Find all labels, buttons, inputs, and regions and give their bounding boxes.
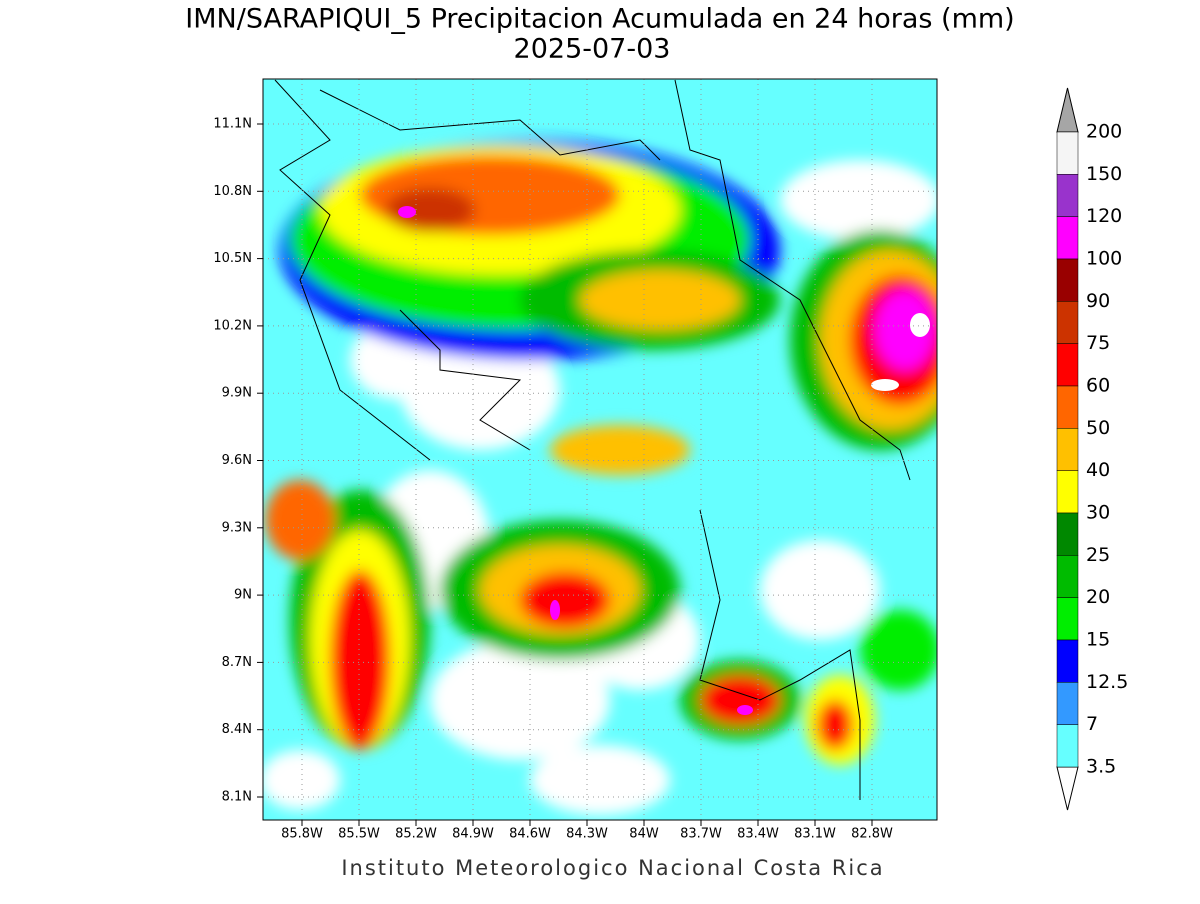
colorbar-label: 60: [1086, 375, 1110, 397]
colorbar-label: 30: [1086, 502, 1110, 524]
lon-label: 83.7W: [680, 827, 722, 842]
footer: Instituto Meteorologico Nacional Costa R…: [341, 856, 884, 880]
colorbar-box: [1056, 343, 1079, 387]
precip-field: [263, 79, 937, 820]
colorbar-label: 75: [1086, 332, 1110, 354]
colorbar-label: 15: [1086, 629, 1110, 651]
colorbar-box: [1056, 428, 1079, 471]
colorbar-box: [1056, 639, 1079, 683]
colorbar-box: [1056, 555, 1079, 598]
colorbar-label: 3.5: [1086, 756, 1116, 778]
colorbar-label: 25: [1086, 544, 1110, 566]
lat-label: 9N: [234, 588, 252, 603]
lon-label: 84.9W: [452, 827, 494, 842]
lat-label: 9.9N: [222, 386, 252, 401]
colorbar-under: [1056, 766, 1079, 811]
lon-label: 84W: [629, 827, 659, 842]
lon-label: 84.3W: [566, 827, 608, 842]
colorbar-box: [1056, 385, 1079, 429]
colorbar-label: 90: [1086, 290, 1110, 312]
lat-label: 10.5N: [213, 251, 252, 266]
map-frame: [262, 78, 938, 821]
colorbar-box: [1056, 470, 1079, 514]
colorbar-box: [1056, 174, 1079, 217]
colorbar-over: [1056, 87, 1079, 133]
lat-label: 8.7N: [222, 655, 252, 670]
lat-label: 10.8N: [213, 184, 252, 199]
colorbar-box: [1056, 131, 1079, 175]
colorbar-box: [1056, 724, 1079, 768]
lon-label: 85.2W: [395, 827, 437, 842]
lon-label: 85.8W: [281, 827, 323, 842]
lat-label: 11.1N: [213, 117, 252, 132]
colorbar-label: 20: [1086, 586, 1110, 608]
lat-label: 9.3N: [222, 520, 252, 535]
date: 2025-07-03: [514, 34, 671, 65]
colorbar-label: 40: [1086, 459, 1110, 481]
colorbar-label: 200: [1086, 121, 1122, 143]
lon-label: 83.4W: [737, 827, 779, 842]
lon-label: 83.1W: [794, 827, 836, 842]
colorbar-label: 12.5: [1086, 671, 1128, 693]
colorbar-label: 120: [1086, 205, 1122, 227]
colorbar-label: 50: [1086, 417, 1110, 439]
colorbar-box: [1056, 216, 1079, 260]
colorbar-box: [1056, 597, 1079, 641]
colorbar-label: 100: [1086, 248, 1122, 270]
lon-label: 82.8W: [851, 827, 893, 842]
lat-label: 10.2N: [213, 318, 252, 333]
lon-label: 85.5W: [338, 827, 380, 842]
lat-label: 8.1N: [222, 790, 252, 805]
colorbar-box: [1056, 258, 1079, 302]
colorbar-box: [1056, 512, 1079, 556]
title: IMN/SARAPIQUI_5 Precipitacion Acumulada …: [185, 4, 1014, 35]
lat-label: 8.4N: [222, 722, 252, 737]
colorbar-box: [1056, 301, 1079, 344]
colorbar-label: 7: [1086, 713, 1098, 735]
coastline: [274, 79, 911, 800]
lon-label: 84.6W: [509, 827, 551, 842]
colorbar-box: [1056, 682, 1079, 725]
colorbar-label: 150: [1086, 163, 1122, 185]
lat-label: 9.6N: [222, 453, 252, 468]
